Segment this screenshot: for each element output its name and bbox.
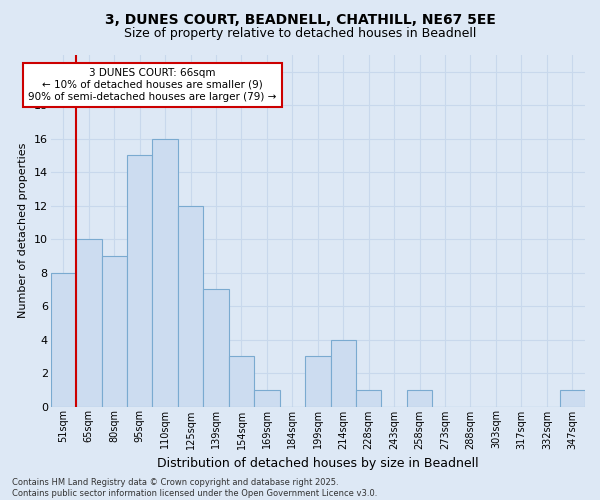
Bar [305, 356, 331, 406]
Y-axis label: Number of detached properties: Number of detached properties [18, 143, 28, 318]
Text: Contains HM Land Registry data © Crown copyright and database right 2025.
Contai: Contains HM Land Registry data © Crown c… [12, 478, 377, 498]
Bar [152, 138, 178, 406]
Bar [560, 390, 585, 406]
Bar [331, 340, 356, 406]
X-axis label: Distribution of detached houses by size in Beadnell: Distribution of detached houses by size … [157, 457, 479, 470]
Text: Size of property relative to detached houses in Beadnell: Size of property relative to detached ho… [124, 28, 476, 40]
Bar [76, 239, 101, 406]
Bar [50, 272, 76, 406]
Bar [101, 256, 127, 406]
Bar [203, 290, 229, 406]
Bar [254, 390, 280, 406]
Bar [229, 356, 254, 406]
Text: 3, DUNES COURT, BEADNELL, CHATHILL, NE67 5EE: 3, DUNES COURT, BEADNELL, CHATHILL, NE67… [104, 12, 496, 26]
Bar [356, 390, 382, 406]
Text: 3 DUNES COURT: 66sqm
← 10% of detached houses are smaller (9)
90% of semi-detach: 3 DUNES COURT: 66sqm ← 10% of detached h… [28, 68, 277, 102]
Bar [407, 390, 433, 406]
Bar [127, 156, 152, 406]
Bar [178, 206, 203, 406]
